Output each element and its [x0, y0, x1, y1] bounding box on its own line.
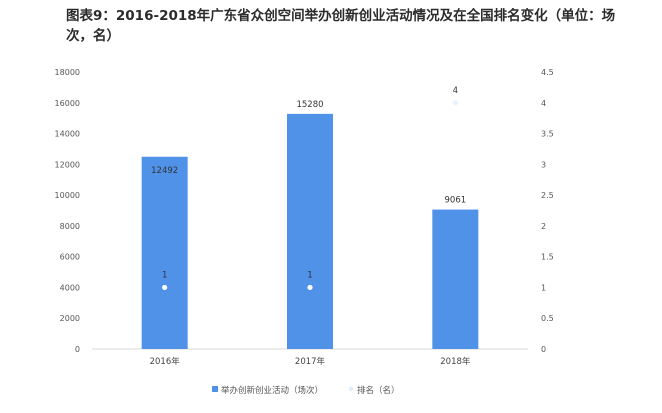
bar — [287, 113, 333, 349]
y-left-tick-label: 14000 — [55, 130, 80, 139]
y-left-tick-label: 10000 — [55, 191, 80, 200]
chart-title: 图表9：2016-2018年广东省众创空间举办创新创业活动情况及在全国排名变化（… — [66, 8, 616, 44]
y-left-tick-label: 6000 — [60, 253, 80, 262]
y-right-tick-label: 4 — [541, 99, 546, 108]
y-axis-right: 0 0.5 1 1.5 2 2.5 3 3.5 4 4.5 — [541, 68, 554, 354]
x-axis-ticks: 2016年 2017年 2018年 — [150, 356, 471, 367]
y-right-tick-label: 3 — [541, 160, 546, 169]
bar — [432, 209, 479, 349]
x-tick-label: 2017年 — [295, 356, 326, 367]
rank-data-label: 1 — [162, 270, 167, 280]
rank-point — [452, 100, 458, 106]
y-right-tick-label: 0 — [541, 345, 546, 354]
rank-data-label: 1 — [307, 270, 312, 280]
rank-point — [307, 284, 313, 291]
bar-series: 12492 15280 9061 — [141, 100, 479, 349]
bar-data-label: 15280 — [296, 100, 323, 110]
y-left-tick-label: 4000 — [60, 283, 80, 292]
legend: 举办创新创业活动（场次） 排名（名） — [212, 385, 400, 396]
legend-swatch-bar — [212, 386, 218, 392]
y-right-tick-label: 0.5 — [541, 314, 554, 323]
y-right-tick-label: 2 — [541, 222, 546, 231]
legend-swatch-rank — [348, 386, 354, 392]
y-left-tick-label: 16000 — [55, 99, 80, 108]
rank-point — [162, 284, 168, 291]
y-axis-left: 0 2000 4000 6000 8000 10000 12000 14000 16000 180… — [55, 68, 80, 354]
legend-label-rank: 排名（名） — [357, 385, 400, 396]
rank-data-label: 4 — [453, 86, 458, 96]
y-right-tick-label: 3.5 — [541, 130, 554, 139]
legend-label-bar: 举办创新创业活动（场次） — [221, 385, 323, 396]
y-right-tick-label: 1 — [541, 283, 546, 292]
y-left-tick-label: 0 — [75, 345, 80, 354]
x-tick-label: 2018年 — [440, 356, 471, 367]
rank-series: 1 1 4 — [162, 86, 458, 291]
bar-data-label: 9061 — [445, 196, 467, 206]
y-right-tick-label: 2.5 — [541, 191, 554, 200]
x-tick-label: 2016年 — [150, 356, 181, 367]
y-left-tick-label: 12000 — [55, 160, 80, 169]
y-left-tick-label: 8000 — [60, 222, 80, 231]
bar — [141, 156, 188, 349]
y-left-tick-label: 18000 — [55, 68, 80, 77]
y-right-tick-label: 1.5 — [541, 253, 554, 262]
bar-data-label: 12492 — [151, 166, 178, 176]
y-right-tick-label: 4.5 — [541, 68, 554, 77]
y-left-tick-label: 2000 — [60, 314, 80, 323]
